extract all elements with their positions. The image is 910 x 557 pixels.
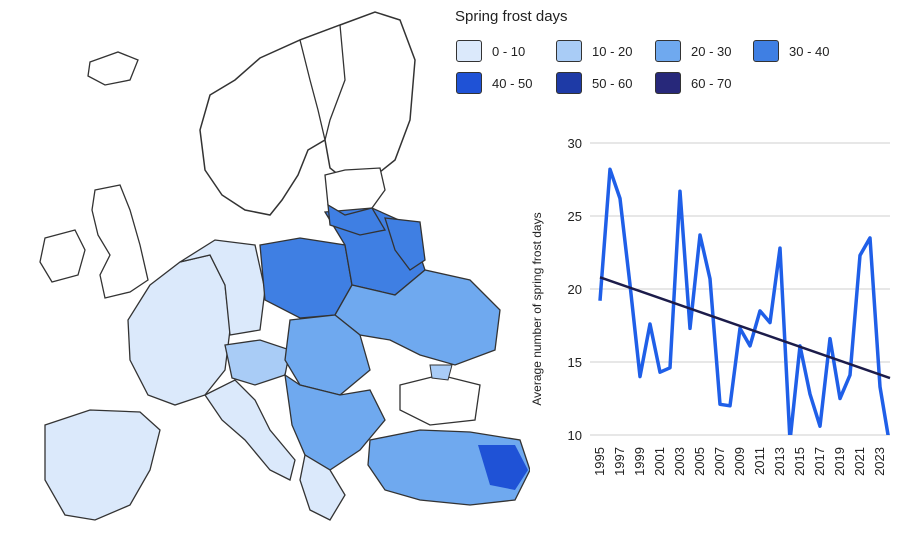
russia-west-frost	[384, 217, 426, 271]
legend-item-5: 50 - 60	[556, 72, 632, 94]
frost-days-series-line	[598, 167, 890, 435]
poland-region	[259, 237, 353, 319]
italy-region	[204, 379, 296, 481]
legend-label: 60 - 70	[691, 75, 732, 91]
europe-frost-map	[39, 11, 530, 521]
alps-region	[224, 339, 291, 386]
legend-item-3: 30 - 40	[753, 40, 829, 62]
legend-swatch	[556, 40, 582, 62]
y-tick-label: 25	[568, 209, 582, 224]
y-tick-label: 30	[568, 136, 582, 151]
x-tick-label: 2005	[692, 447, 707, 476]
legend-item-1: 10 - 20	[556, 40, 632, 62]
x-tick-label: 2015	[792, 447, 807, 476]
legend-swatch	[655, 72, 681, 94]
legend-swatch	[456, 72, 482, 94]
x-tick-label: 1999	[632, 447, 647, 476]
legend-item-6: 60 - 70	[655, 72, 731, 94]
y-axis-label: Average number of spring frost days	[530, 212, 544, 405]
legend-label: 10 - 20	[592, 43, 633, 59]
iceland-region	[87, 51, 139, 86]
ireland-region	[39, 229, 86, 283]
legend-item-4: 40 - 50	[456, 72, 532, 94]
frost-days-line-chart: 10 15 20 25 30 1995 1997 1999 2001 2003 2005 2007 20…	[530, 136, 891, 476]
x-tick-label: 2009	[732, 447, 747, 476]
legend-label: 50 - 60	[592, 75, 633, 91]
x-tick-label: 2021	[852, 447, 867, 476]
iberia-region	[44, 409, 161, 521]
legend-item-0: 0 - 10	[456, 40, 525, 62]
black-sea	[399, 374, 481, 426]
x-tick-label: 2017	[812, 447, 827, 476]
x-tick-label: 2001	[652, 447, 667, 476]
germany-region	[179, 239, 266, 336]
legend-swatch	[456, 40, 482, 62]
legend-label: 20 - 30	[691, 43, 732, 59]
x-tick-label: 2013	[772, 447, 787, 476]
y-tick-label: 10	[568, 428, 582, 443]
balkans-region	[284, 373, 386, 471]
legend-swatch	[753, 40, 779, 62]
x-tick-label: 2011	[752, 447, 767, 475]
x-tick-label: 2003	[672, 447, 687, 476]
legend-swatch	[655, 40, 681, 62]
trend-line	[599, 276, 891, 380]
legend-item-2: 20 - 30	[655, 40, 731, 62]
crimea-region	[429, 364, 453, 381]
uk-region	[91, 184, 149, 299]
legend-label: 40 - 50	[492, 75, 533, 91]
greece-region	[299, 453, 346, 521]
carpathian-region	[284, 314, 371, 396]
legend-label: 30 - 40	[789, 43, 830, 59]
x-tick-label: 1997	[612, 447, 627, 476]
finland-region	[299, 24, 346, 141]
y-tick-label: 20	[568, 282, 582, 297]
y-tick-label: 15	[568, 355, 582, 370]
baltic-states-frost	[327, 203, 387, 236]
legend-title: Spring frost days	[455, 8, 568, 25]
x-tick-label: 2019	[832, 447, 847, 476]
x-tick-label: 1995	[592, 447, 607, 476]
legend-swatch	[556, 72, 582, 94]
legend-label: 0 - 10	[492, 43, 526, 59]
x-tick-label: 2023	[872, 447, 887, 476]
x-tick-label: 2007	[712, 447, 727, 476]
east-turkey-high-frost	[478, 445, 528, 490]
